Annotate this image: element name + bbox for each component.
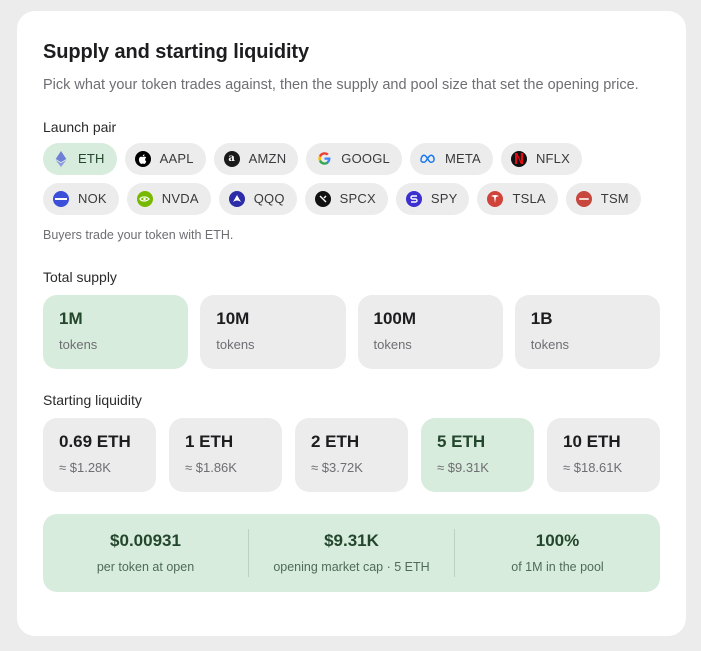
apple-icon (134, 150, 151, 167)
chip-aapl[interactable]: AAPL (124, 142, 206, 175)
nokia-icon (53, 190, 69, 207)
liquidity-usd: ≈ $3.72K (311, 459, 363, 475)
chip-label: NFLX (535, 151, 570, 166)
spacex-icon (314, 190, 331, 207)
liquidity-usd: ≈ $9.31K (437, 459, 489, 475)
summary-price-value: $0.00931 (110, 531, 181, 550)
liquidity-value: 5 ETH (437, 431, 486, 451)
summary-market-cap: $9.31K opening market cap · 5 ETH (248, 528, 454, 577)
ethereum-icon (53, 150, 69, 167)
liquidity-option-1-eth[interactable]: 1 ETH ≈ $1.86K (169, 417, 282, 492)
page-title: Supply and starting liquidity (43, 41, 309, 63)
launch-pair-chips: ETH AAPL a AMZN GOOGL (43, 142, 663, 215)
chip-meta[interactable]: META (409, 142, 493, 175)
supply-unit: tokens (530, 336, 570, 352)
summary-price-caption: per token at open (96, 560, 195, 574)
supply-option-1m[interactable]: 1M tokens (43, 294, 189, 369)
liquidity-option-5-eth[interactable]: 5 ETH ≈ $9.31K (421, 417, 534, 492)
amazon-icon: a (223, 150, 240, 167)
total-supply-options: 1M tokens 10M tokens 100M tokens 1B toke… (43, 294, 660, 369)
chip-spy[interactable]: SPY (395, 182, 470, 215)
starting-liquidity-label: Starting liquidity (43, 391, 142, 408)
chip-label: SPY (430, 191, 458, 206)
launch-pair-helper: Buyers trade your token with ETH. (43, 227, 234, 242)
supply-unit: tokens (373, 336, 412, 352)
chip-label: META (444, 151, 481, 166)
liquidity-value: 2 ETH (311, 431, 360, 451)
chip-label: AMZN (248, 151, 287, 166)
summary-price: $0.00931 per token at open (43, 529, 248, 577)
summary-pool-value: 100% (535, 531, 580, 550)
chip-amzn[interactable]: a AMZN (213, 142, 299, 175)
chip-label: QQQ (253, 191, 285, 206)
chip-eth[interactable]: ETH (43, 142, 117, 175)
liquidity-value: 0.69 ETH (59, 431, 131, 451)
summary-pool-caption: of 1M in the pool (511, 560, 604, 574)
liquidity-usd: ≈ $1.86K (185, 459, 237, 475)
invesco-icon (228, 190, 245, 207)
chip-tsla[interactable]: TSLA (477, 182, 558, 215)
supply-unit: tokens (216, 336, 255, 352)
liquidity-option-0-69-eth[interactable]: 0.69 ETH ≈ $1.28K (43, 417, 156, 492)
liquidity-usd: ≈ $1.28K (59, 459, 111, 475)
opening-summary: $0.00931 per token at open $9.31K openin… (43, 513, 660, 592)
meta-icon (420, 151, 436, 167)
spdr-icon (405, 190, 422, 207)
chip-label: NOK (78, 191, 107, 206)
supply-value: 100M (373, 308, 417, 328)
chip-nflx[interactable]: NFLX (500, 142, 582, 175)
google-icon (316, 151, 332, 167)
chip-nok[interactable]: NOK (43, 182, 119, 215)
liquidity-usd: ≈ $18.61K (563, 459, 623, 475)
chip-label: ETH (78, 151, 105, 166)
chip-label: NVDA (161, 191, 199, 206)
liquidity-option-10-eth[interactable]: 10 ETH ≈ $18.61K (547, 417, 660, 492)
supply-unit: tokens (59, 336, 98, 352)
chip-label: GOOGL (341, 151, 390, 166)
chip-label: SPCX (339, 191, 376, 206)
nvidia-icon (136, 190, 153, 207)
chip-tsm[interactable]: TSM (565, 182, 641, 215)
supply-option-10m[interactable]: 10M tokens (200, 294, 346, 369)
chip-qqq[interactable]: QQQ (218, 182, 297, 215)
summary-market-cap-value: $9.31K (324, 531, 379, 550)
tsmc-icon (575, 190, 592, 207)
liquidity-option-2-eth[interactable]: 2 ETH ≈ $3.72K (295, 417, 408, 492)
supply-liquidity-card: Supply and starting liquidity Pick what … (17, 11, 686, 636)
supply-option-1b[interactable]: 1B tokens (514, 294, 660, 369)
starting-liquidity-options: 0.69 ETH ≈ $1.28K 1 ETH ≈ $1.86K 2 ETH ≈… (43, 417, 660, 492)
page-subtitle: Pick what your token trades against, the… (43, 77, 639, 93)
liquidity-value: 10 ETH (563, 431, 621, 451)
chip-label: TSM (600, 191, 629, 206)
supply-value: 1B (530, 308, 553, 328)
supply-value: 10M (216, 308, 250, 328)
chip-nvda[interactable]: NVDA (126, 182, 211, 215)
summary-market-cap-caption: opening market cap · 5 ETH (273, 560, 430, 574)
launch-pair-label: Launch pair (43, 118, 117, 135)
chip-label: TSLA (512, 191, 546, 206)
chip-spcx[interactable]: SPCX (304, 182, 388, 215)
supply-option-100m[interactable]: 100M tokens (357, 294, 503, 369)
netflix-icon (510, 150, 527, 167)
tesla-icon (487, 190, 504, 207)
total-supply-label: Total supply (43, 268, 117, 285)
summary-pool: 100% of 1M in the pool (454, 528, 660, 577)
supply-value: 1M (59, 308, 83, 328)
chip-googl[interactable]: GOOGL (306, 142, 402, 175)
liquidity-value: 1 ETH (185, 431, 234, 451)
chip-label: AAPL (159, 151, 194, 166)
